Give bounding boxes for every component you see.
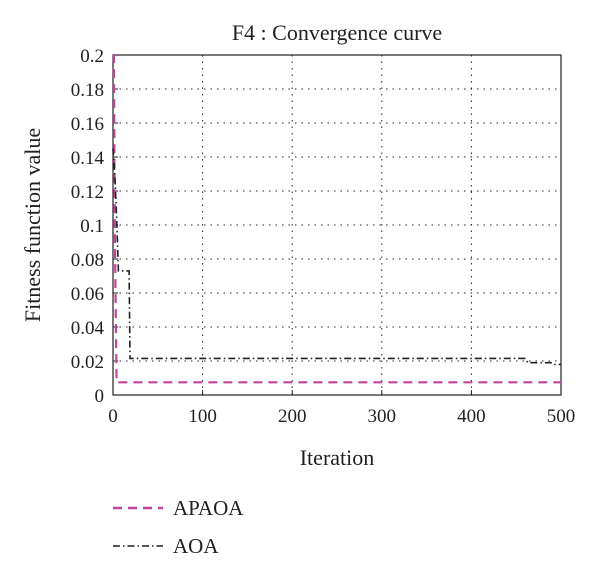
series-line-aoa [112,148,561,366]
y-tick-label: 0 [95,386,105,407]
series-line-apaoa [112,53,561,384]
y-tick-label: 0.14 [71,148,105,169]
x-tick-label: 200 [278,406,307,427]
legend: APAOA AOA [113,496,244,558]
tick-labels: 0 100 200 300 400 500 0 0.02 0.04 0.06 0.08 0.1 0.12… [71,46,576,427]
plot-area-frame [112,54,562,396]
y-tick-label: 0.08 [71,250,104,271]
x-tick-label: 400 [457,406,486,427]
x-tick-label: 500 [547,406,576,427]
y-tick-label: 0.12 [71,182,104,203]
x-axis-label: Iteration [300,445,375,470]
y-axis-label: Fitness function value [20,128,45,322]
series-lines [112,53,561,384]
y-tick-label: 0.2 [80,46,104,67]
legend-label-aoa: AOA [173,534,219,558]
y-tick-label: 0.1 [80,216,104,237]
x-tick-label: 100 [188,406,217,427]
y-tick-label: 0.04 [71,318,105,339]
y-tick-label: 0.06 [71,284,104,305]
x-tick-label: 300 [368,406,397,427]
y-tick-label: 0.02 [71,352,104,373]
y-tick-label: 0.16 [71,114,104,135]
x-tick-label: 0 [108,406,118,427]
legend-label-apaoa: APAOA [173,496,244,520]
chart-title: F4 : Convergence curve [232,20,442,45]
grid [112,54,562,396]
y-tick-label: 0.18 [71,80,104,101]
